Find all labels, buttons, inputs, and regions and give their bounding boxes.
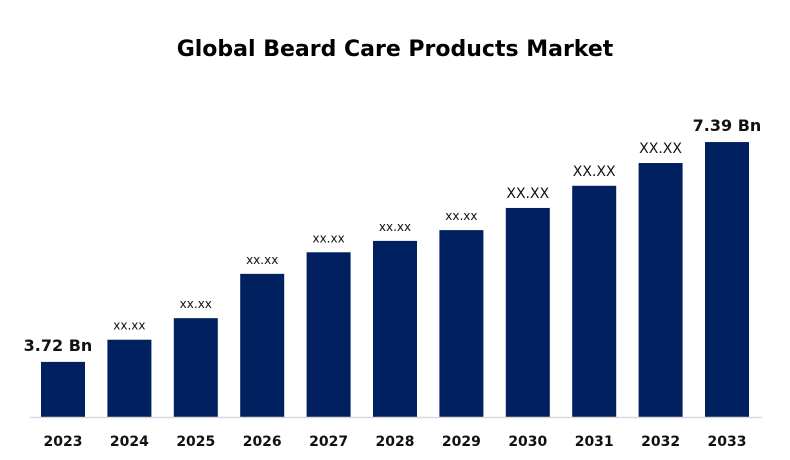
x-tick-label: 2031 [575,434,614,450]
x-tick-label: 2025 [176,434,215,450]
data-label: 7.39 Bn [693,116,762,135]
data-label: XX.XX [506,186,549,202]
data-label: 3.72 Bn [24,336,93,355]
bar-2033 [705,142,749,417]
data-label: xx.xx [246,253,278,267]
chart-title: Global Beard Care Products Market [177,37,614,62]
data-label: XX.XX [639,141,682,157]
x-tick-label: 2033 [708,434,747,450]
data-labels: 3.72 Bn xx.xx xx.xx xx.xx xx.xx xx.xx xx.xx XX.… [24,116,762,355]
x-axis-ticks: 2023 2024 2025 2026 2027 2028 2029 2030 2031 2032… [44,434,747,450]
bar-2032 [638,163,683,417]
x-tick-label: 2024 [110,434,149,450]
x-tick-label: 2027 [309,434,348,450]
bar-2025 [173,318,218,417]
x-tick-label: 2032 [641,434,680,450]
data-label: xx.xx [180,297,212,311]
data-label: xx.xx [379,220,411,234]
bars-group [41,142,749,417]
bar-2023 [41,361,85,417]
bar-2026 [240,273,285,417]
data-label: xx.xx [445,209,477,223]
data-label: xx.xx [312,231,344,245]
bar-2029 [439,230,484,417]
bar-2024 [107,339,152,417]
bar-2028 [373,240,417,417]
bar-2031 [572,185,617,417]
x-tick-label: 2026 [243,434,282,450]
bar-2030 [505,207,550,417]
x-tick-label: 2028 [376,434,415,450]
x-tick-label: 2029 [442,434,481,450]
x-tick-label: 2023 [44,434,83,450]
data-label: xx.xx [113,319,145,333]
data-label: XX.XX [573,164,616,180]
x-tick-label: 2030 [508,434,547,450]
bar-2027 [306,252,351,417]
